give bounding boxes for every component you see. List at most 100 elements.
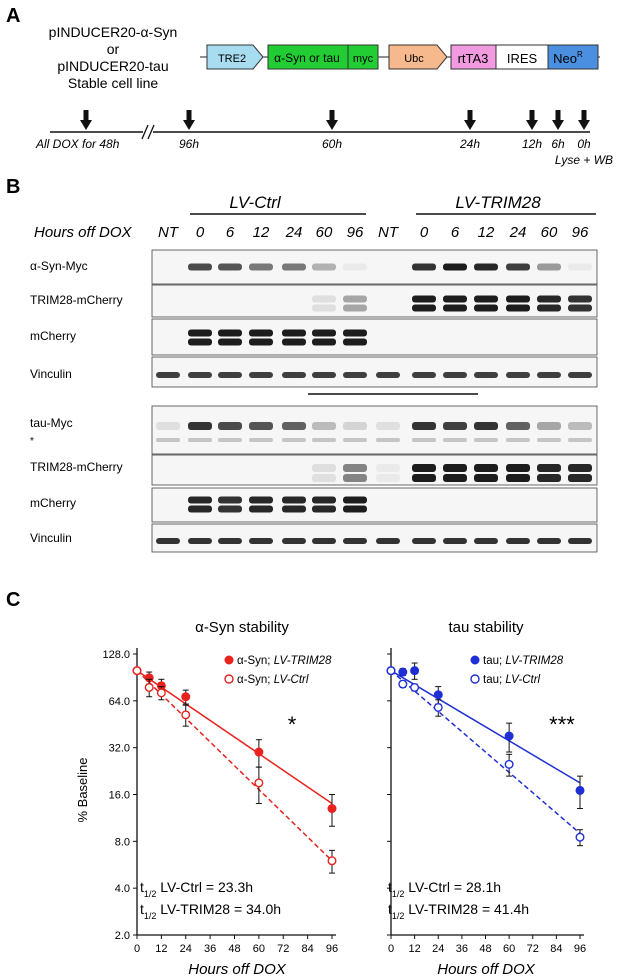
x-tick-label: 36 xyxy=(204,943,216,955)
lane-label: NT xyxy=(378,224,400,241)
data-point xyxy=(575,832,585,842)
band xyxy=(188,505,212,513)
x-tick-label: 48 xyxy=(479,943,491,955)
rtta3-box xyxy=(450,44,497,70)
lane-labels: NT 0 6 12 24 60 96 NT 0 6 12 24 60 96 xyxy=(158,224,589,241)
band xyxy=(474,422,498,430)
data-point xyxy=(386,666,396,676)
lane-label: 60 xyxy=(541,224,558,241)
data-point xyxy=(156,688,166,698)
blot-label: TRIM28-mCherry xyxy=(30,293,123,307)
lane-label: 0 xyxy=(196,224,205,241)
band xyxy=(282,438,306,442)
data-point xyxy=(433,690,443,700)
blot-label: mCherry xyxy=(30,496,76,510)
x-tick-label: 72 xyxy=(527,943,539,955)
band xyxy=(568,422,592,430)
blot-label: mCherry xyxy=(30,329,76,343)
band xyxy=(282,496,306,504)
panel-a-letter: A xyxy=(6,5,20,27)
band xyxy=(568,538,592,544)
fit-line xyxy=(390,670,581,784)
band xyxy=(443,538,467,544)
ubc-label: Ubc xyxy=(404,53,424,65)
band xyxy=(249,438,273,442)
band xyxy=(412,474,436,482)
band xyxy=(343,474,367,482)
axes: 128.0 64.0 32.0 16.0 8.0 4.0 2.0 0 12 24 36 48 60 72 8… xyxy=(102,648,338,955)
half-life-ctrl: t1/2 LV-Ctrl = 28.1h xyxy=(388,879,501,899)
lane-label: 6 xyxy=(226,224,235,241)
panel-c-letter: C xyxy=(6,589,20,611)
band xyxy=(474,372,498,378)
timeline-arrows xyxy=(80,110,590,130)
band xyxy=(568,438,592,442)
band xyxy=(218,438,242,442)
x-tick-label: 60 xyxy=(253,943,265,955)
timepoint-label: 60h xyxy=(322,137,342,151)
legend-entry: α-Syn; LV-TRIM28 xyxy=(237,655,332,667)
data-point xyxy=(398,679,408,689)
x-tick-label: 60 xyxy=(503,943,515,955)
right-x-axis-label: Hours off DOX xyxy=(437,961,536,978)
x-tick-label: 96 xyxy=(326,943,338,955)
data-point xyxy=(181,692,191,702)
band xyxy=(412,304,436,312)
band xyxy=(156,372,180,378)
left-x-axis-label: Hours off DOX xyxy=(188,961,287,978)
timepoint-label: 24h xyxy=(459,137,480,151)
band xyxy=(412,422,436,430)
band xyxy=(506,263,530,271)
timeline-arrow xyxy=(464,110,476,130)
vector-map: TRE2 α-Syn or tau myc Ubc rtTA3 IRES Neo… xyxy=(200,44,600,70)
data-point xyxy=(254,778,264,788)
series-trim28 xyxy=(132,666,337,827)
blot-tau-myc xyxy=(151,405,598,455)
x-tick-label: 0 xyxy=(388,943,394,955)
lane-label: 60 xyxy=(316,224,333,241)
axes: 0 12 24 36 48 60 72 84 96 xyxy=(387,648,586,955)
data-point xyxy=(144,673,154,683)
x-tick-label: 84 xyxy=(302,943,314,955)
band xyxy=(312,464,336,472)
band xyxy=(412,464,436,472)
band xyxy=(282,372,306,378)
lane-label: 96 xyxy=(572,224,589,241)
lane-label: 96 xyxy=(347,224,364,241)
legend-marker-open xyxy=(224,674,234,684)
lane-label: 24 xyxy=(509,224,527,241)
band xyxy=(218,263,242,271)
band xyxy=(506,464,530,472)
band xyxy=(443,295,467,303)
data-point xyxy=(504,759,514,769)
band xyxy=(312,438,336,442)
band xyxy=(506,474,530,482)
band xyxy=(188,496,212,504)
band xyxy=(376,474,400,482)
band xyxy=(343,538,367,544)
band xyxy=(249,372,273,378)
construct-line: pINDUCER20-tau xyxy=(57,58,168,74)
y-tick-label: 4.0 xyxy=(115,883,130,895)
band xyxy=(412,538,436,544)
band xyxy=(249,338,273,346)
y-tick-label: 32.0 xyxy=(109,743,130,755)
band xyxy=(343,422,367,430)
neo-box xyxy=(547,44,599,70)
panel-a: A pINDUCER20-α-Syn or pINDUCER20-tau Sta… xyxy=(6,5,613,167)
ires-label: IRES xyxy=(507,51,538,66)
blot-label: TRIM28-mCherry xyxy=(30,460,123,474)
band xyxy=(412,263,436,271)
legend-marker-open xyxy=(470,674,480,684)
panel-b-letter: B xyxy=(6,176,20,198)
data-point xyxy=(410,666,420,676)
band xyxy=(568,464,592,472)
insert-box xyxy=(267,44,349,70)
rtta3-label: rtTA3 xyxy=(458,51,489,66)
legend-marker-filled xyxy=(470,655,480,665)
blot-labels: α-Syn-Myc TRIM28-mCherry mCherry Vinculi… xyxy=(30,259,123,545)
band xyxy=(506,372,530,378)
data-point xyxy=(575,785,585,795)
band xyxy=(537,263,561,271)
band xyxy=(188,438,212,442)
